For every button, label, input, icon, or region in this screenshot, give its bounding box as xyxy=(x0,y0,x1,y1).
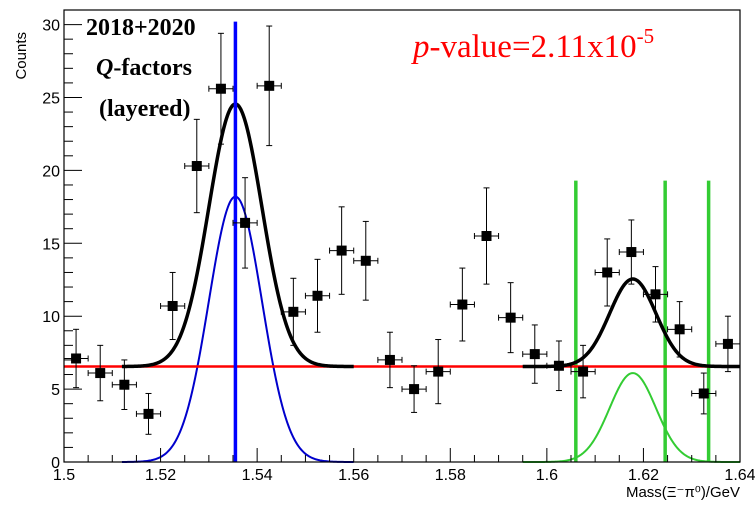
data-marker xyxy=(651,289,661,299)
signal-fit-1 xyxy=(122,197,354,462)
y-tick-label: 15 xyxy=(42,236,60,253)
data-marker xyxy=(168,301,178,311)
data-marker xyxy=(95,368,105,378)
data-point xyxy=(619,220,643,284)
data-point xyxy=(450,268,474,341)
total-fit xyxy=(122,104,354,366)
data-marker xyxy=(578,367,588,377)
data-marker xyxy=(530,349,540,359)
data-marker xyxy=(337,246,347,256)
y-tick-label: 10 xyxy=(42,309,60,326)
p-value-main: -value=2.11x10 xyxy=(430,29,637,65)
data-marker xyxy=(433,367,443,377)
data-marker xyxy=(216,84,226,94)
data-marker xyxy=(506,313,516,323)
p-value-label: p-value=2.11x10-5 xyxy=(411,24,654,65)
data-marker xyxy=(723,339,733,349)
data-point xyxy=(499,283,523,353)
data-point xyxy=(716,316,740,371)
data-point xyxy=(474,188,498,284)
data-point xyxy=(426,340,450,404)
data-point xyxy=(523,325,547,383)
x-tick-label: 1.62 xyxy=(628,467,659,484)
y-tick-label: 25 xyxy=(42,90,60,107)
annotation-q-letter: Q xyxy=(96,55,113,81)
annotation-q-rest: -factors xyxy=(113,55,192,81)
x-tick-label: 1.52 xyxy=(145,467,176,484)
y-axis-title: Counts xyxy=(13,32,30,80)
data-point xyxy=(136,393,160,434)
data-marker xyxy=(264,81,274,91)
annotation-box: 2018+2020 Q-factors (layered) xyxy=(86,15,196,122)
data-marker xyxy=(554,361,564,371)
x-axis-title: Mass(Ξ⁻π⁰)/GeV xyxy=(626,484,740,501)
annotation-layered: (layered) xyxy=(99,96,191,122)
y-tick-label: 30 xyxy=(42,18,60,35)
data-point xyxy=(64,329,88,387)
data-marker xyxy=(240,218,250,228)
x-tick-label: 1.58 xyxy=(435,467,466,484)
annotation-method: Q-factors xyxy=(96,55,192,81)
data-point xyxy=(209,33,233,144)
p-value-exponent: -5 xyxy=(637,24,655,48)
data-point xyxy=(305,259,329,332)
data-marker xyxy=(71,353,81,363)
y-tick-label: 20 xyxy=(42,163,60,180)
data-point xyxy=(88,345,112,400)
y-tick-label: 5 xyxy=(51,382,60,399)
fit-curves xyxy=(64,22,740,462)
data-marker xyxy=(361,256,371,266)
data-point xyxy=(354,221,378,300)
data-point xyxy=(547,341,571,391)
data-point xyxy=(281,278,305,345)
x-tick-label: 1.6 xyxy=(536,467,558,484)
data-marker xyxy=(626,247,636,257)
data-marker xyxy=(602,267,612,277)
data-marker xyxy=(119,380,129,390)
data-marker xyxy=(313,291,323,301)
data-point xyxy=(185,119,209,212)
data-point xyxy=(692,373,716,414)
data-marker xyxy=(482,231,492,241)
data-marker xyxy=(699,388,709,398)
p-value-p: p xyxy=(411,29,430,65)
data-marker xyxy=(144,409,154,419)
x-tick-label: 1.56 xyxy=(338,467,369,484)
data-point xyxy=(378,332,402,387)
data-point xyxy=(402,366,426,413)
data-marker xyxy=(385,355,395,365)
data-marker xyxy=(675,324,685,334)
data-marker xyxy=(409,384,419,394)
data-point xyxy=(257,26,281,146)
data-marker xyxy=(457,300,467,310)
data-marker xyxy=(192,161,202,171)
data-points xyxy=(64,26,740,434)
data-marker xyxy=(288,307,298,317)
x-tick-label: 1.64 xyxy=(724,467,755,484)
data-point xyxy=(668,302,692,357)
y-tick-label: 0 xyxy=(51,455,60,472)
x-tick-label: 1.54 xyxy=(242,467,273,484)
data-point xyxy=(330,207,354,294)
annotation-dataset: 2018+2020 xyxy=(86,15,196,41)
